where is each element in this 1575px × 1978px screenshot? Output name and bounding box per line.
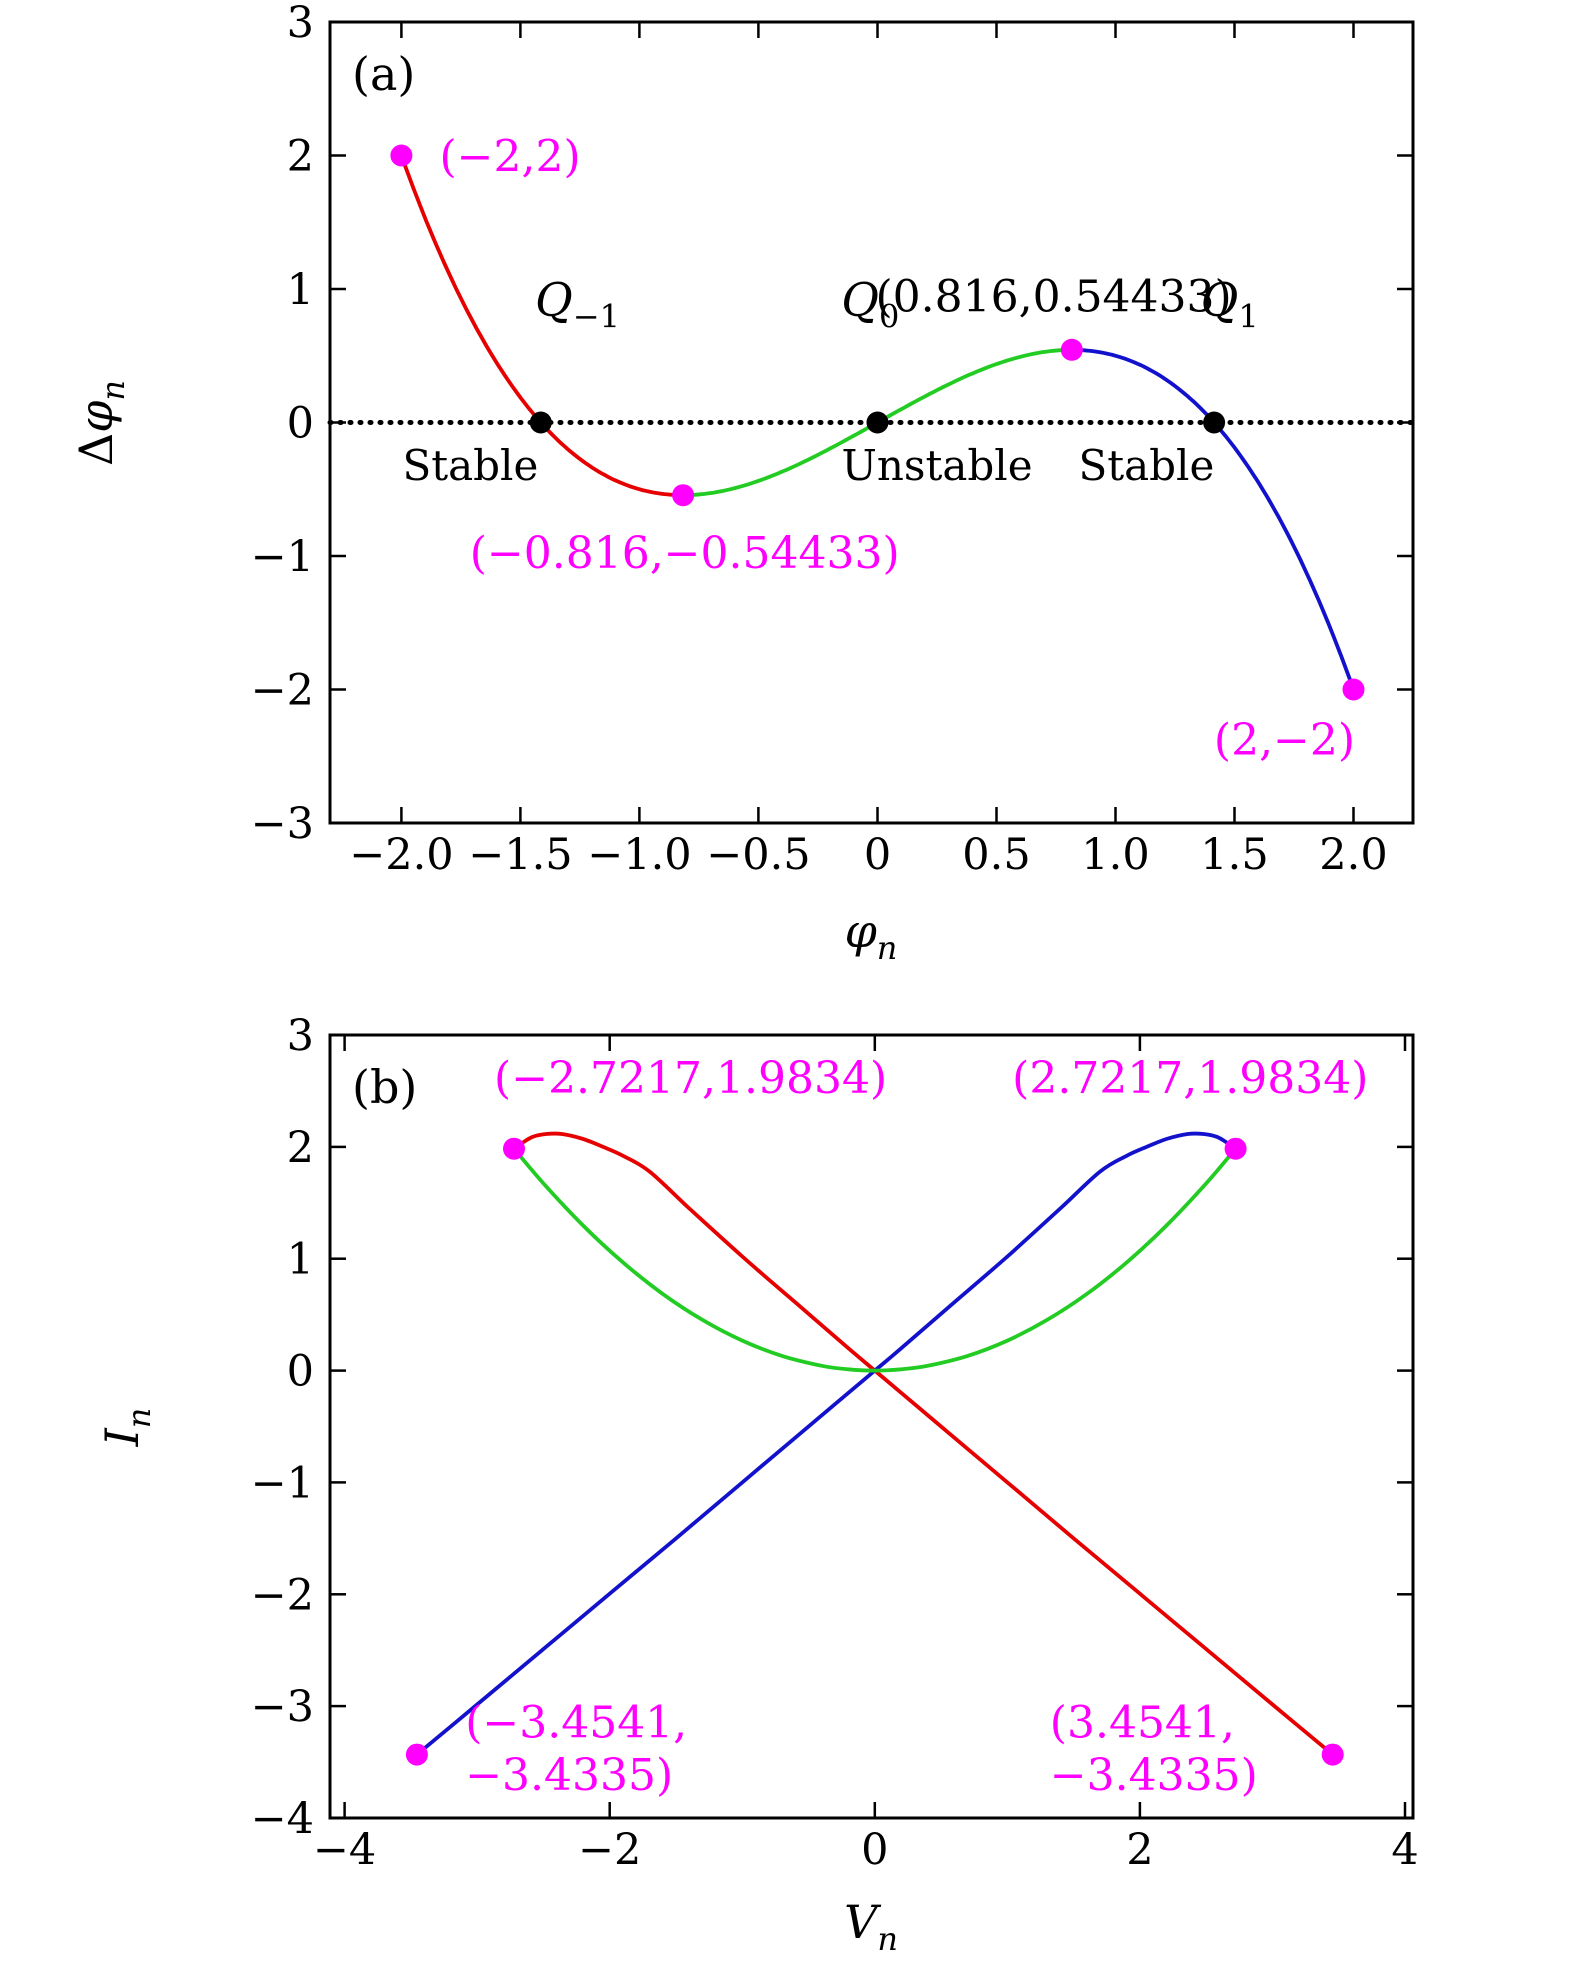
endpoint-label-bottom-right: (2,−2) [1214,715,1355,766]
x-tick-label: −0.5 [706,830,810,880]
y-axis-label: In [95,1408,158,1448]
max-point-label: (0.816,0.54433) [875,272,1231,323]
top-left-point-label: (−2.7217,1.9834) [494,1053,887,1104]
x-axis-label: φn [845,904,898,967]
bottom-right-point-label-line1: (3.4541, [1050,1698,1235,1749]
panel-a: −2.0 −1.5 −1.0 −0.5 0 0.5 1.0 1.5 2.0 3 2 1 0 −1 −2 −3 (… [69,0,1416,967]
q-minus1-label: Q−1 [535,273,620,336]
q0-label: Q0 [841,273,899,336]
x-tick-label: −1.0 [587,830,691,880]
y-tick-label: −1 [251,532,314,582]
top-right-point-label: (2.7217,1.9834) [1012,1053,1368,1104]
bottom-left-point-label-line1: (−3.4541, [465,1698,687,1749]
stable-left-label: Stable [402,441,538,490]
x-tick-label: 4 [1391,1825,1418,1875]
y-tick-label: −4 [251,1794,314,1844]
x-tick-label: 1.0 [1081,830,1149,880]
x-tick-label: 0.5 [962,830,1030,880]
fixed-point-q-minus1 [529,411,552,434]
panel-b: −4 −2 0 2 4 3 2 1 0 −1 −2 −3 −4 (−2.7217,1.9834) (2.72… [95,1011,1419,1958]
x-tick-label: 1.5 [1200,830,1268,880]
maximum-point [1060,338,1083,361]
fixed-point-q1 [1203,411,1226,434]
bottom-left-point-label-line2: −3.4335) [465,1750,673,1801]
y-tick-label: 2 [287,132,314,182]
y-tick-label: −2 [251,1570,314,1620]
point-bottom-right [1321,1743,1344,1766]
curve-blue-curve [415,1131,1238,1757]
axes-frame [328,1033,1415,1820]
curve-red-curve [512,1131,1335,1757]
bottom-right-point-label-line2: −3.4335) [1050,1750,1258,1801]
point-bottom-left [405,1743,428,1766]
y-tick-label: −1 [251,1458,314,1508]
x-tick-label: 2.0 [1319,830,1387,880]
x-tick-label: 0 [864,830,891,880]
x-tick-label: −4 [313,1825,376,1875]
stable-right-label: Stable [1078,441,1214,490]
unstable-label: Unstable [841,441,1032,490]
x-tick-label: 0 [861,1825,888,1875]
y-tick-label: 3 [287,0,314,48]
x-tick-label: −1.5 [468,830,572,880]
fixed-point-q0 [866,411,889,434]
panel-label-b: (b) [352,1060,417,1114]
y-tick-label: 1 [287,1235,314,1285]
y-tick-label: 0 [287,1347,314,1397]
x-tick-label: −2 [578,1825,641,1875]
y-axis-label: Δφn [69,380,132,466]
y-tick-label: 1 [287,265,314,315]
y-tick-label: 3 [287,1011,314,1061]
point-top-right [1224,1137,1247,1160]
y-tick-label: −3 [251,1682,314,1732]
min-point-label: (−0.816,−0.54433) [470,528,900,579]
endpoint-bottom-right [1342,678,1365,701]
curve-branch-blue-right [1069,347,1356,692]
endpoint-label-top-left: (−2,2) [440,132,581,183]
q1-label: Q1 [1201,273,1259,336]
endpoint-top-left [390,144,413,167]
y-tick-label: −3 [251,799,314,849]
point-top-left [503,1137,525,1160]
y-tick-label: 2 [287,1123,314,1173]
x-tick-label: 2 [1126,1825,1153,1875]
curve-green-curve [512,1146,1238,1373]
x-tick-label: −2.0 [349,830,453,880]
y-tick-label: 0 [287,399,314,449]
minimum-point [672,484,695,507]
x-axis-label: Vn [844,1895,898,1958]
panel-label-a: (a) [352,47,415,101]
y-tick-label: −2 [251,666,314,716]
